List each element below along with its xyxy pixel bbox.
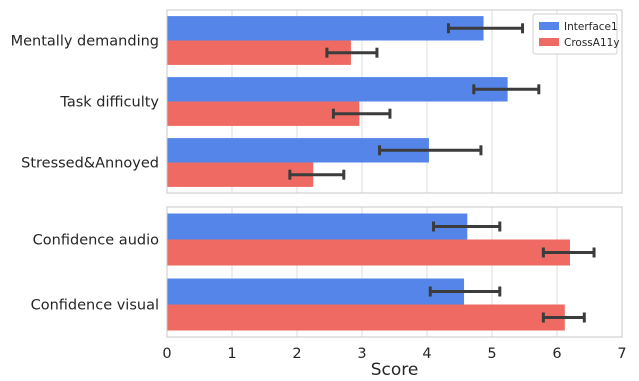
bar xyxy=(167,278,465,305)
category-label: Stressed&Annoyed xyxy=(21,156,159,172)
bar xyxy=(167,239,570,266)
panel-1: Mentally demanding Task difficulty Stresse… xyxy=(11,9,623,194)
legend-label: Interface1 xyxy=(564,21,618,33)
category-label: Confidence visual xyxy=(31,298,159,314)
category-label: Task difficulty xyxy=(59,95,159,111)
x-tick-label: 4 xyxy=(422,346,431,362)
legend-label: CrossA11y xyxy=(564,37,620,49)
panels-group: Mentally demanding Task difficulty Stresse… xyxy=(11,9,623,338)
panel-frame xyxy=(166,206,623,338)
x-tick-label: 0 xyxy=(162,346,171,362)
bar xyxy=(167,16,484,41)
x-axis: 0 1 2 3 4 5 6 7 xyxy=(162,346,626,362)
x-tick-label: 3 xyxy=(357,346,366,362)
x-tick-label: 7 xyxy=(617,346,626,362)
x-axis-title: Score xyxy=(371,360,419,380)
category-label: Confidence audio xyxy=(33,233,159,249)
bar xyxy=(167,77,508,102)
legend-swatch xyxy=(539,22,559,30)
x-tick-label: 2 xyxy=(292,346,301,362)
panel-frame xyxy=(166,9,623,194)
legend: Interface1 CrossA11y xyxy=(532,13,620,55)
x-tick-label: 1 xyxy=(227,346,236,362)
x-tick-label: 6 xyxy=(552,346,561,362)
panel-2: Confidence audio Confidence visual xyxy=(31,206,623,338)
bar xyxy=(167,304,565,331)
legend-swatch xyxy=(539,38,559,46)
category-label: Mentally demanding xyxy=(11,34,159,50)
x-tick-label: 5 xyxy=(487,346,496,362)
bar xyxy=(167,213,468,240)
bar xyxy=(167,40,351,65)
bar xyxy=(167,101,360,126)
